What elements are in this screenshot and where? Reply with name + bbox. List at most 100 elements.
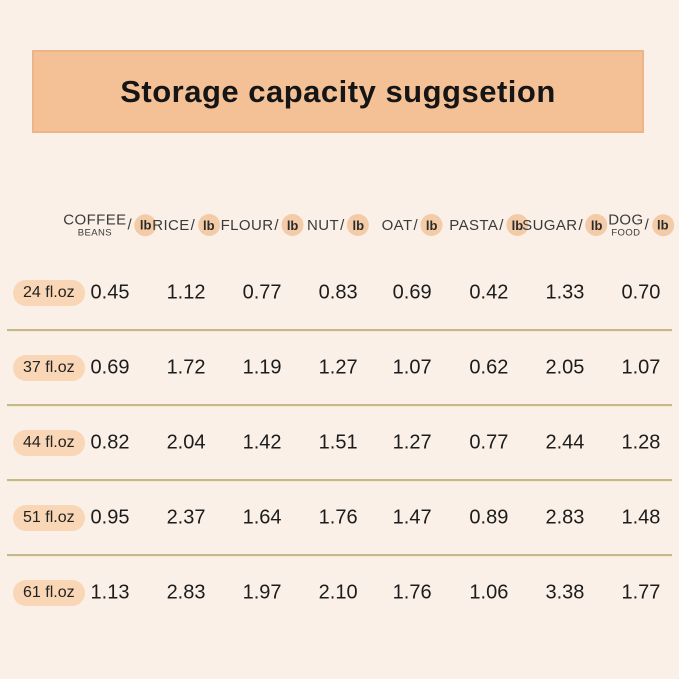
unit-badge: lb — [281, 214, 304, 236]
value-cell: 1.76 — [392, 581, 432, 604]
value-cell: 1.07 — [621, 356, 661, 379]
value-cell: 1.33 — [545, 281, 585, 304]
value-cell: 2.04 — [166, 431, 206, 454]
title-banner: Storage capacity suggsetion — [32, 50, 644, 133]
unit-separator: / — [340, 216, 345, 234]
column-header: SUGAR / lb — [522, 214, 608, 236]
row-size-pill: 37 fl.oz — [13, 355, 85, 381]
value-cell: 0.77 — [469, 431, 509, 454]
row-divider — [7, 554, 672, 557]
unit-badge: lb — [651, 214, 674, 236]
unit-badge: lb — [506, 214, 529, 236]
unit-badge: lb — [134, 214, 157, 236]
unit-separator: / — [644, 216, 649, 234]
value-cell: 0.42 — [469, 281, 509, 304]
table-row: 44 fl.oz 0.82 2.04 1.42 1.51 1.27 0.77 2.44 1.2… — [0, 407, 679, 479]
value-cell: 3.38 — [545, 581, 585, 604]
value-cell: 1.97 — [242, 581, 282, 604]
table-row: 51 fl.oz 0.95 2.37 1.64 1.76 1.47 0.89 2.83 1.4… — [0, 482, 679, 554]
page-title: Storage capacity suggsetion — [120, 73, 556, 109]
value-cell: 0.82 — [90, 431, 130, 454]
column-header: NUT / lb — [307, 214, 370, 236]
capacity-table: COFFEE BEANS / lb RICE / lb FLOUR / lb N… — [0, 193, 679, 629]
column-label: FLOUR — [220, 216, 274, 234]
column-label: OAT — [381, 216, 413, 234]
value-cell: 2.83 — [166, 581, 206, 604]
value-cell: 1.42 — [242, 431, 282, 454]
row-size-pill: 44 fl.oz — [13, 430, 85, 456]
column-label: COFFEE — [63, 211, 127, 229]
value-cell: 0.83 — [318, 281, 358, 304]
unit-separator: / — [578, 216, 583, 234]
unit-badge: lb — [585, 214, 608, 236]
value-cell: 0.69 — [392, 281, 432, 304]
column-label: RICE — [152, 216, 190, 234]
column-header: FLOUR / lb — [221, 214, 304, 236]
value-cell: 1.27 — [392, 431, 432, 454]
value-cell: 1.13 — [90, 581, 130, 604]
column-sublabel: FOOD — [611, 227, 641, 239]
column-label-group: DOG FOOD — [608, 212, 643, 238]
unit-separator: / — [190, 216, 195, 234]
value-cell: 1.19 — [242, 356, 282, 379]
column-label-group: OAT — [382, 218, 413, 233]
value-cell: 1.06 — [469, 581, 509, 604]
value-cell: 1.64 — [242, 506, 282, 529]
value-cell: 0.70 — [621, 281, 661, 304]
column-header: PASTA / lb — [449, 214, 529, 236]
unit-badge: lb — [197, 214, 220, 236]
value-cell: 1.27 — [318, 356, 358, 379]
table-row: 37 fl.oz 0.69 1.72 1.19 1.27 1.07 0.62 2.05 1.0… — [0, 332, 679, 404]
unit-separator: / — [274, 216, 279, 234]
value-cell: 0.89 — [469, 506, 509, 529]
value-cell: 1.72 — [166, 356, 206, 379]
value-cell: 0.45 — [90, 281, 130, 304]
column-header: OAT / lb — [382, 214, 443, 236]
column-label: SUGAR — [522, 216, 578, 234]
unit-badge: lb — [420, 214, 443, 236]
unit-badge: lb — [347, 214, 370, 236]
value-cell: 1.47 — [392, 506, 432, 529]
value-cell: 1.48 — [621, 506, 661, 529]
unit-separator: / — [413, 216, 418, 234]
column-label-group: PASTA — [449, 218, 498, 233]
column-header: DOG FOOD / lb — [608, 212, 674, 238]
row-divider — [7, 329, 672, 332]
row-size-pill: 61 fl.oz — [13, 580, 85, 606]
column-label-group: NUT — [307, 218, 339, 233]
value-cell: 2.83 — [545, 506, 585, 529]
column-sublabel: BEANS — [77, 227, 113, 239]
header-row: COFFEE BEANS / lb RICE / lb FLOUR / lb N… — [0, 193, 679, 257]
column-label-group: SUGAR — [522, 218, 577, 233]
column-header: RICE / lb — [152, 214, 220, 236]
value-cell: 0.77 — [242, 281, 282, 304]
value-cell: 0.95 — [90, 506, 130, 529]
row-divider — [7, 404, 672, 407]
value-cell: 1.12 — [166, 281, 206, 304]
table-row: 61 fl.oz 1.13 2.83 1.97 2.10 1.76 1.06 3.38 1.7… — [0, 557, 679, 629]
value-cell: 2.05 — [545, 356, 585, 379]
unit-separator: / — [499, 216, 504, 234]
value-cell: 1.51 — [318, 431, 358, 454]
value-cell: 1.76 — [318, 506, 358, 529]
value-cell: 2.10 — [318, 581, 358, 604]
row-size-pill: 24 fl.oz — [13, 280, 85, 306]
column-label-group: COFFEE BEANS — [63, 212, 126, 238]
value-cell: 1.07 — [392, 356, 432, 379]
column-label-group: RICE — [152, 218, 189, 233]
column-header: COFFEE BEANS / lb — [63, 212, 157, 238]
column-label: PASTA — [449, 216, 499, 234]
unit-separator: / — [127, 216, 132, 234]
row-divider — [7, 479, 672, 482]
row-size-pill: 51 fl.oz — [13, 505, 85, 531]
value-cell: 1.28 — [621, 431, 661, 454]
column-label: DOG — [608, 211, 644, 229]
column-label: NUT — [307, 216, 340, 234]
value-cell: 2.44 — [545, 431, 585, 454]
table-body: 24 fl.oz 0.45 1.12 0.77 0.83 0.69 0.42 1.33 0.7… — [0, 257, 679, 629]
value-cell: 0.62 — [469, 356, 509, 379]
value-cell: 2.37 — [166, 506, 206, 529]
value-cell: 0.69 — [90, 356, 130, 379]
table-row: 24 fl.oz 0.45 1.12 0.77 0.83 0.69 0.42 1.33 0.7… — [0, 257, 679, 329]
column-label-group: FLOUR — [221, 218, 274, 233]
